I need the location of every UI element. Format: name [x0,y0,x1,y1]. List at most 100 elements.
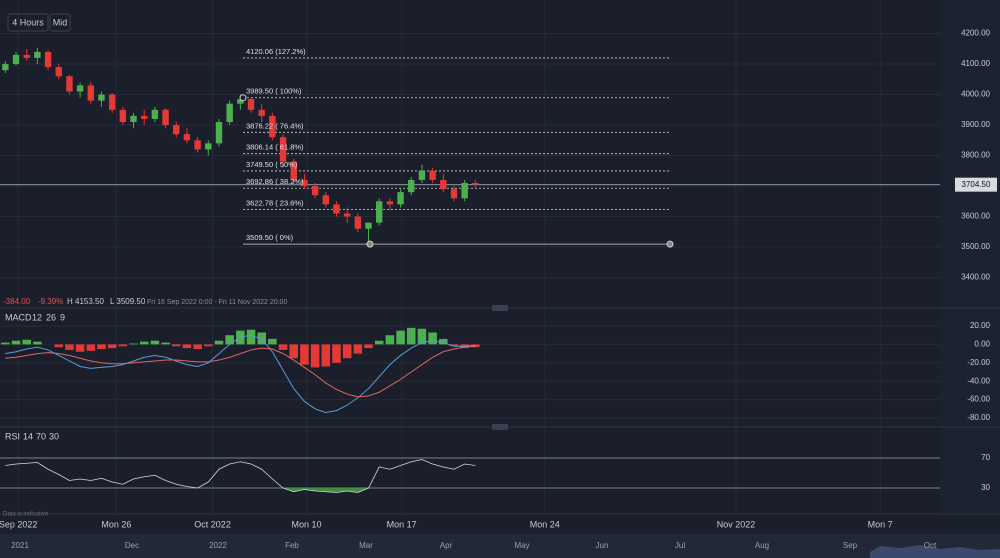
navigator[interactable] [0,534,1000,558]
range: Fri 16 Sep 2022 0:00 - Fri 11 Nov 2022 2… [147,299,287,306]
x-tick-label: Mon 24 [530,519,560,529]
navigator-label: Sep [843,541,858,550]
fib-label: 3692.86 ( 38.2%) [246,177,304,186]
interval[interactable]: 4 Hours [12,17,44,27]
candle-body [429,170,436,180]
resize-handle[interactable] [492,424,508,430]
y-tick-label: 70 [981,453,990,462]
macd-histogram-bar [214,340,224,345]
y-tick-label: -20.00 [967,358,990,367]
candle-body [269,115,276,138]
macd-histogram-bar [385,335,395,345]
macd-histogram-bar [449,344,459,347]
change: -384.00 [3,297,31,306]
macd-histogram-bar [310,344,320,368]
candle-body [418,170,426,180]
navigator-label: Apr [440,541,453,550]
candle-body [376,201,383,223]
fib-anchor [366,240,374,248]
navigator-label: 2021 [11,541,29,550]
fib-anchor [239,94,247,102]
y-tick-label: 4200.00 [961,29,990,38]
candle-body [440,179,447,190]
change-pct: -9.39% [38,297,63,306]
rsi-title: RSI [5,431,20,441]
navigator-label: Oct [924,541,937,550]
fib-label: 3989.50 ( 100%) [246,87,302,96]
macd-param: 9 [60,312,65,322]
navigator-label: Mar [359,541,373,550]
rsi-param: 70 [36,431,46,441]
macd-histogram-bar [300,344,309,365]
price-axis-bg [940,0,1000,515]
navigator-label: Jun [596,541,609,550]
price-type[interactable]: Mid [53,17,68,27]
resize-handle[interactable] [492,305,508,311]
macd-histogram-bar [182,344,192,349]
low: L 3509.50 [110,297,146,306]
candle-body [66,76,73,92]
fib-label: 3749.50 ( 50%) [246,160,298,169]
candle-body [87,85,94,101]
interval-button[interactable] [7,13,49,32]
fib-label: 4120.06 (127.2%) [246,47,306,56]
rsi-param: 30 [49,431,59,441]
candle-body [386,201,394,205]
y-tick-label: -40.00 [967,376,990,385]
candle-body [472,183,479,185]
candle-body [151,109,159,119]
rsi-line [5,459,476,493]
macd-histogram-bar [246,329,256,345]
macd-histogram-bar [417,328,427,345]
candle-body [119,109,127,122]
candle-body [98,94,105,101]
candle-body [333,204,340,214]
macd-line [5,334,476,414]
fib-label: 3622.78 ( 23.6%) [246,199,304,208]
x-tick-label: Mon 26 [101,519,131,529]
macd-histogram-bar [107,344,117,349]
y-tick-label: 3800.00 [961,151,990,160]
candle-body [205,143,212,150]
y-tick-label: 3600.00 [961,212,990,221]
macd-histogram-bar [86,344,96,351]
macd-param: 12 [32,312,42,322]
candle-body [247,99,255,110]
y-tick-label: 3900.00 [961,120,990,129]
candle-body [215,122,223,144]
macd-histogram-bar [321,344,331,367]
candle-body [258,109,265,116]
candle-body [408,179,415,193]
last-price-box [955,177,997,192]
candle-body [311,186,319,196]
macd-histogram-bar [65,344,74,350]
macd-param: 26 [46,312,56,322]
candle-body [183,134,191,141]
high: H 4153.50 [67,297,104,306]
fib-label: 3509.50 ( 0%) [246,233,294,242]
candle-body [354,216,362,229]
candle-body [23,54,30,58]
plot [0,47,940,493]
macd-title: MACD [5,312,32,322]
macd-histogram-bar [428,332,437,345]
macd-histogram-bar [278,344,288,350]
y-tick-label: 4100.00 [961,59,990,68]
macd-histogram-bar [171,344,181,347]
y-tick-label: 30 [981,483,990,492]
price-type-button[interactable] [49,13,71,32]
candle-body [397,192,404,205]
signal-line [5,345,476,398]
x-tick-label: Mon 10 [292,519,322,529]
fib-label: 3806.14 ( 61.8%) [246,143,304,152]
navigator-label: 2022 [209,541,227,550]
candle-body [226,103,233,122]
macd-histogram-bar [268,338,277,345]
navigator-label: Jul [675,541,685,550]
fib-label: 3876.22 ( 76.4%) [246,121,304,130]
macd-histogram-bar [97,344,106,350]
candle-body [461,183,468,199]
candle-body [237,99,244,104]
